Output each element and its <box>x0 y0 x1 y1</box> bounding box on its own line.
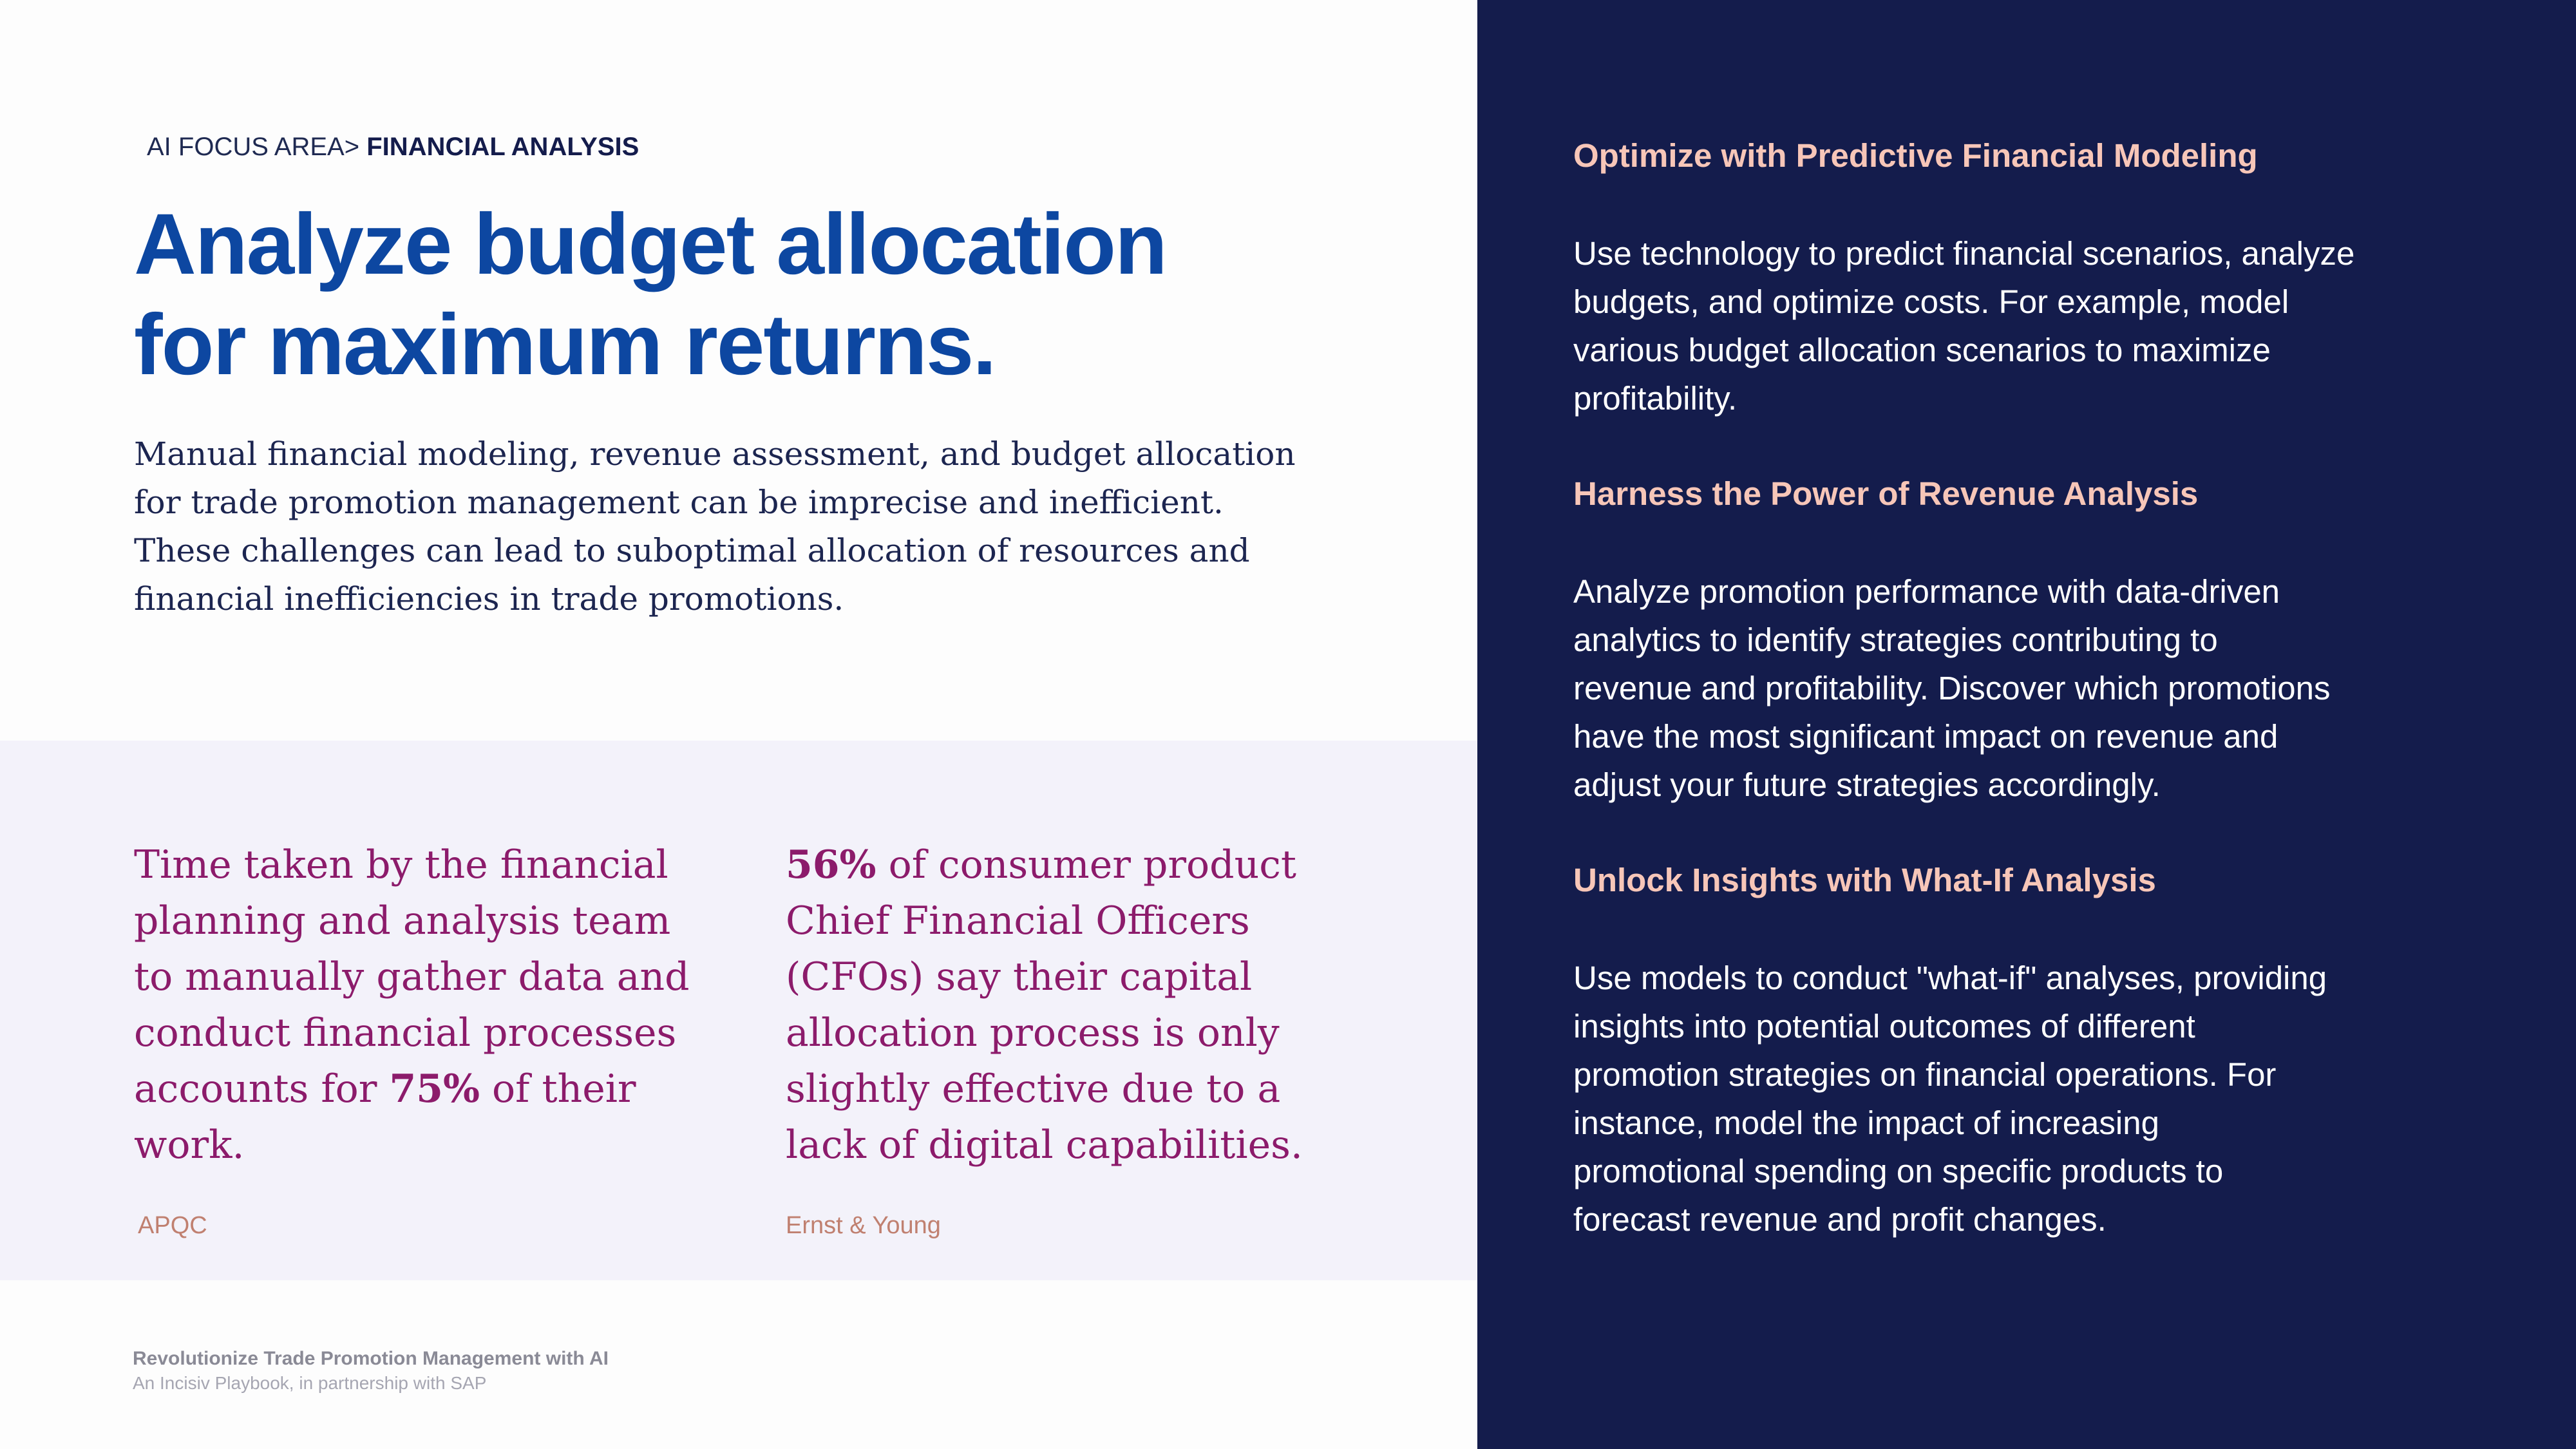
stat-source: Ernst & Young <box>786 1212 941 1239</box>
stat-source: APQC <box>138 1212 207 1239</box>
stat-highlight: 75% <box>389 1066 480 1112</box>
footer-subtitle: An Incisiv Playbook, in partnership with… <box>133 1373 487 1393</box>
stat-line: planning and analysis team <box>134 898 671 943</box>
section-line: budgets, and optimize costs. For example… <box>1573 283 2289 320</box>
section-line: insights into potential outcomes of diff… <box>1573 1008 2195 1045</box>
stat-highlight: 56% <box>786 842 876 887</box>
stat-line: lack of digital capabilities. <box>786 1122 1303 1168</box>
stats-band <box>0 741 1477 1280</box>
page-title-line: for maximum returns. <box>134 297 997 393</box>
breadcrumb-current: FINANCIAL ANALYSIS <box>366 133 639 161</box>
stat-card-ey: 56% of consumer product Chief Financial … <box>786 837 1303 1173</box>
section-line: have the most significant impact on reve… <box>1573 718 2278 755</box>
section-body-predictive: Use technology to predict financial scen… <box>1573 229 2507 422</box>
insights-sidebar <box>1477 0 2576 1449</box>
section-line: analytics to identify strategies contrib… <box>1573 621 2218 658</box>
section-line: promotional spending on specific product… <box>1573 1153 2224 1189</box>
footer-title: Revolutionize Trade Promotion Management… <box>133 1348 609 1369</box>
page-title-line: Analyze budget allocation <box>134 196 1168 292</box>
intro-paragraph: Manual financial modeling, revenue asses… <box>134 430 1358 623</box>
section-line: instance, model the impact of increasing <box>1573 1104 2159 1141</box>
intro-line: These challenges can lead to suboptimal … <box>134 532 1250 569</box>
section-heading-revenue: Harness the Power of Revenue Analysis <box>1573 475 2199 512</box>
section-heading-whatif: Unlock Insights with What-If Analysis <box>1573 862 2156 898</box>
section-line: adjust your future strategies accordingl… <box>1573 766 2161 803</box>
stat-text: of their <box>479 1066 636 1112</box>
page-title: Analyze budget allocation for maximum re… <box>134 194 1358 395</box>
section-heading-predictive: Optimize with Predictive Financial Model… <box>1573 137 2258 174</box>
stat-line: work. <box>134 1122 245 1168</box>
intro-line: Manual financial modeling, revenue asses… <box>134 435 1296 473</box>
stat-card-apqc: Time taken by the financial planning and… <box>134 837 690 1173</box>
section-line: forecast revenue and profit changes. <box>1573 1201 2107 1238</box>
section-line: Analyze promotion performance with data-… <box>1573 573 2280 610</box>
stat-line: (CFOs) say their capital <box>786 954 1253 999</box>
section-line: Use models to conduct "what-if" analyses… <box>1573 960 2327 996</box>
intro-line: financial inefficiencies in trade promot… <box>134 580 844 618</box>
breadcrumb: AI FOCUS AREA> FINANCIAL ANALYSIS <box>147 133 639 162</box>
stat-text: of consumer product <box>876 842 1296 887</box>
section-line: profitability. <box>1573 380 1738 417</box>
section-line: various budget allocation scenarios to m… <box>1573 332 2271 368</box>
stat-line: to manually gather data and <box>134 954 690 999</box>
stat-line: slightly effective due to a <box>786 1066 1281 1112</box>
stat-line: allocation process is only <box>786 1010 1280 1056</box>
stat-line: 56% of consumer product <box>786 837 1303 893</box>
stat-line: conduct financial processes <box>134 1010 677 1056</box>
stat-line: Chief Financial Officers <box>786 898 1250 943</box>
section-line: promotion strategies on financial operat… <box>1573 1056 2277 1093</box>
stat-line: accounts for 75% of their <box>134 1061 690 1117</box>
section-line: revenue and profitability. Discover whic… <box>1573 670 2331 706</box>
breadcrumb-prefix: AI FOCUS AREA> <box>147 133 360 161</box>
intro-line: for trade promotion management can be im… <box>134 484 1224 521</box>
section-body-revenue: Analyze promotion performance with data-… <box>1573 567 2507 809</box>
stat-text: accounts for <box>134 1066 390 1112</box>
stat-line: Time taken by the financial <box>134 842 668 887</box>
section-body-whatif: Use models to conduct "what-if" analyses… <box>1573 954 2507 1244</box>
section-line: Use technology to predict financial scen… <box>1573 235 2355 272</box>
